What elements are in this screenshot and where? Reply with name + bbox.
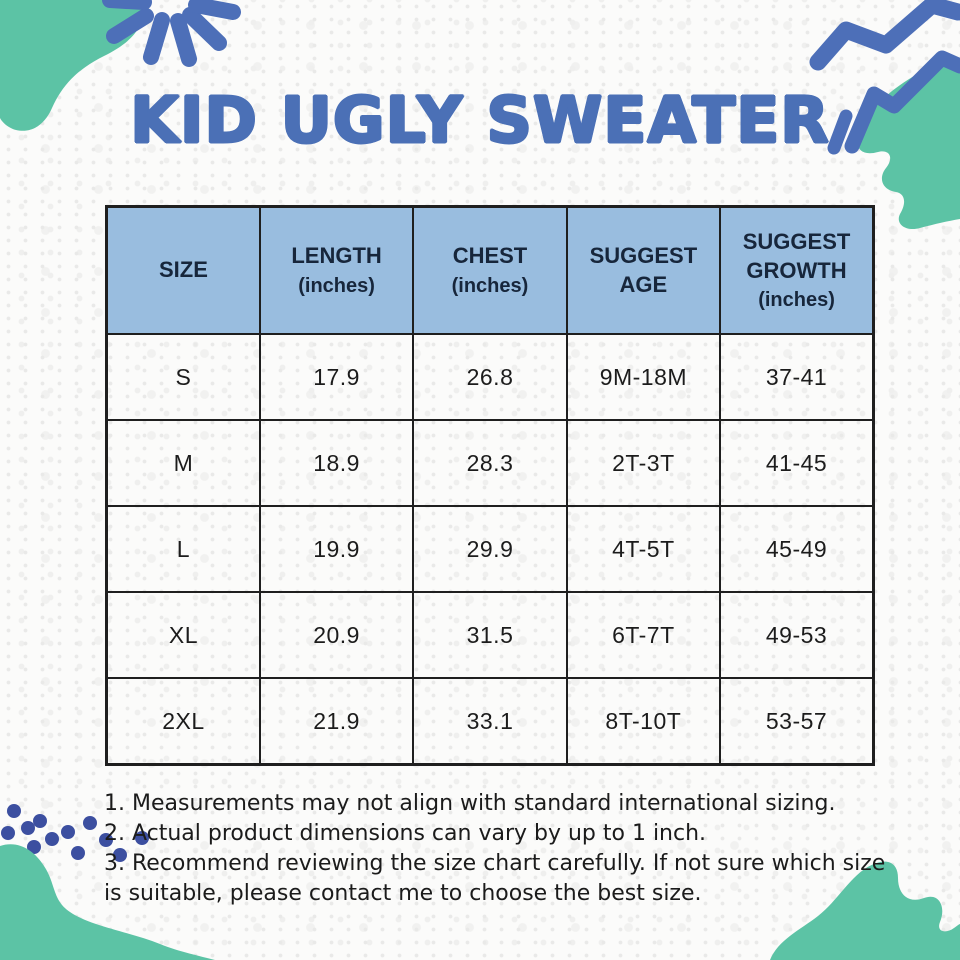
cell-chest: 33.1 — [412, 677, 568, 766]
cell-growth: 53-57 — [719, 677, 875, 766]
footnotes: 1. Measurements may not align with stand… — [104, 789, 886, 909]
note-2: 2. Actual product dimensions can vary by… — [104, 821, 707, 846]
cell-length: 18.9 — [258, 419, 415, 507]
col-header-size: SIZE — [105, 205, 261, 335]
cell-age: 4T-5T — [565, 505, 722, 593]
table-body: S 17.9 26.8 9M-18M 37-41 M 18.9 28.3 2T-… — [105, 333, 875, 766]
cell-age: 8T-10T — [565, 677, 722, 766]
col-header-length: LENGTH (inches) — [258, 205, 415, 335]
tick-doodle-icon — [827, 109, 853, 155]
cell-size: M — [105, 419, 261, 507]
cell-chest: 29.9 — [412, 505, 568, 593]
cell-length: 20.9 — [258, 591, 415, 679]
col-header-label: SIZE — [158, 257, 208, 283]
note-1: 1. Measurements may not align with stand… — [104, 791, 836, 816]
table-row: XL 20.9 31.5 6T-7T 49-53 — [105, 591, 875, 679]
cell-growth: 37-41 — [719, 333, 875, 421]
cell-size: 2XL — [105, 677, 261, 766]
cell-size: XL — [105, 591, 261, 679]
col-header-label: SUGGEST GROWTH — [742, 228, 851, 283]
cell-length: 17.9 — [258, 333, 415, 421]
cell-size: L — [105, 505, 261, 593]
cell-length: 19.9 — [258, 505, 415, 593]
cell-growth: 45-49 — [719, 505, 875, 593]
zigzag-doodle-icon — [844, 50, 960, 154]
col-header-sub: (inches) — [298, 274, 375, 297]
cell-chest: 31.5 — [412, 591, 568, 679]
col-header-chest: CHEST (inches) — [412, 205, 568, 335]
corner-blob-bottom-right — [770, 861, 960, 960]
cell-size: S — [105, 333, 261, 421]
cell-age: 9M-18M — [565, 333, 722, 421]
col-header-label: CHEST — [452, 243, 528, 269]
cell-chest: 26.8 — [412, 333, 568, 421]
corner-blob-bottom-left — [0, 844, 215, 960]
col-header-sub: (inches) — [758, 289, 835, 312]
size-chart-table: SIZE LENGTH (inches) CHEST (inches) SUGG… — [105, 205, 875, 766]
header-row: SIZE LENGTH (inches) CHEST (inches) SUGG… — [105, 205, 875, 335]
cell-length: 21.9 — [258, 677, 415, 766]
cell-chest: 28.3 — [412, 419, 568, 507]
asterisk-doodle-icon — [102, 0, 241, 67]
cell-growth: 41-45 — [719, 419, 875, 507]
zigzag-doodle-icon — [809, 0, 960, 71]
col-header-suggest-growth: SUGGEST GROWTH (inches) — [719, 205, 875, 335]
table-row: 2XL 21.9 33.1 8T-10T 53-57 — [105, 677, 875, 766]
table-row: M 18.9 28.3 2T-3T 41-45 — [105, 419, 875, 507]
col-header-label: LENGTH — [291, 243, 382, 269]
table-header: SIZE LENGTH (inches) CHEST (inches) SUGG… — [105, 205, 875, 335]
col-header-suggest-age: SUGGEST AGE — [565, 205, 722, 335]
cell-age: 2T-3T — [565, 419, 722, 507]
table-row: L 19.9 29.9 4T-5T 45-49 — [105, 505, 875, 593]
col-header-sub: (inches) — [451, 274, 529, 297]
cell-growth: 49-53 — [719, 591, 875, 679]
cell-age: 6T-7T — [565, 591, 722, 679]
col-header-label: SUGGEST AGE — [589, 242, 698, 297]
note-3: 3. Recommend reviewing the size chart ca… — [104, 851, 886, 906]
page-title: KID UGLY SWEATER — [130, 84, 830, 157]
table-row: S 17.9 26.8 9M-18M 37-41 — [105, 333, 875, 421]
